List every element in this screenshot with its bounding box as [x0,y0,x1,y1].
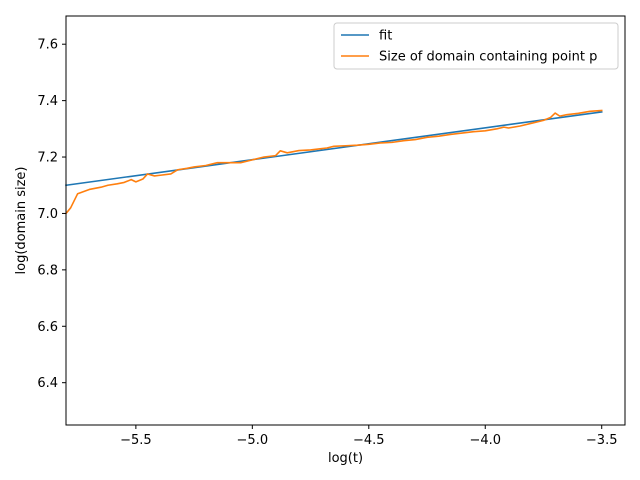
legend: fit Size of domain containing point p [333,22,619,70]
plot-frame [65,15,626,426]
x-axis-ticks: −5.5 −5.0 −4.5 −4.0 −3.5 [120,425,617,448]
y-tick-label: 7.6 [37,38,58,53]
x-tick-label: −5.0 [237,433,269,448]
y-tick-label: 7.2 [37,151,58,166]
x-tick-label: −4.0 [469,433,501,448]
plot-area [66,16,625,425]
x-axis-label: log(t) [328,451,363,466]
x-tick-label: −5.5 [120,433,152,448]
x-tick-label: −3.5 [586,433,618,448]
y-tick-label: 7.0 [37,207,58,222]
y-tick-label: 7.4 [37,94,58,109]
legend-label-domain-size: Size of domain containing point p [379,50,597,65]
series-line-domain-size [64,109,603,215]
legend-box [333,22,619,70]
y-axis-label: log(domain size) [14,167,29,275]
y-tick-label: 6.8 [37,263,58,278]
series-layer [64,109,603,215]
legend-label-fit: fit [379,29,392,44]
y-tick-label: 6.4 [37,376,58,391]
series-line-fit [65,110,603,187]
x-tick-label: −4.5 [353,433,385,448]
y-tick-label: 6.6 [37,320,58,335]
y-axis-ticks: 6.4 6.6 6.8 7.0 7.2 7.4 7.6 [37,38,66,391]
